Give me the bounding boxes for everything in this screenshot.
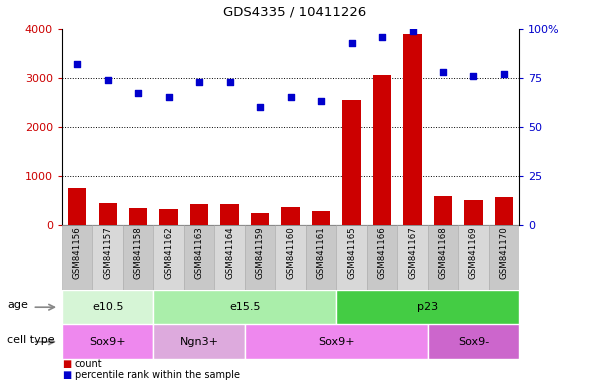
Bar <box>184 225 214 290</box>
Bar <box>153 225 184 290</box>
Bar <box>190 204 208 225</box>
Point <box>164 94 173 101</box>
Text: GSM841170: GSM841170 <box>500 227 509 279</box>
Text: age: age <box>7 300 28 310</box>
Point <box>469 73 478 79</box>
Text: cell type: cell type <box>7 335 55 345</box>
Text: GSM841163: GSM841163 <box>195 227 204 279</box>
Bar <box>336 225 367 290</box>
Bar <box>489 225 519 290</box>
Bar <box>245 225 276 290</box>
Text: ■: ■ <box>62 359 71 369</box>
Bar <box>428 324 519 359</box>
Bar <box>62 324 153 359</box>
Point <box>73 61 82 67</box>
Point <box>438 69 448 75</box>
Bar <box>281 207 300 225</box>
Bar <box>245 324 428 359</box>
Bar <box>221 204 239 225</box>
Text: GSM841165: GSM841165 <box>347 227 356 279</box>
Bar <box>306 225 336 290</box>
Point <box>103 77 112 83</box>
Point <box>133 90 143 96</box>
Text: Sox9+: Sox9+ <box>89 337 126 347</box>
Bar <box>159 209 178 225</box>
Bar <box>62 225 93 290</box>
Text: GSM841161: GSM841161 <box>317 227 326 279</box>
Bar <box>397 225 428 290</box>
Point <box>347 40 356 46</box>
Text: GSM841162: GSM841162 <box>164 227 173 279</box>
Text: p23: p23 <box>417 302 438 312</box>
Bar <box>434 196 452 225</box>
Point <box>499 71 509 77</box>
Point <box>316 98 326 104</box>
Bar <box>214 225 245 290</box>
Point <box>408 28 417 34</box>
Bar <box>464 200 483 225</box>
Text: GSM841159: GSM841159 <box>255 227 264 279</box>
Text: count: count <box>75 359 103 369</box>
Bar <box>404 34 422 225</box>
Bar <box>342 100 360 225</box>
Point <box>378 33 387 40</box>
Bar <box>495 197 513 225</box>
Text: Sox9+: Sox9+ <box>318 337 355 347</box>
Point <box>286 94 296 101</box>
Text: GSM841167: GSM841167 <box>408 227 417 279</box>
Bar <box>62 290 153 324</box>
Bar <box>367 225 397 290</box>
Point <box>194 79 204 85</box>
Bar <box>373 75 391 225</box>
Bar <box>312 211 330 225</box>
Text: ■: ■ <box>62 370 71 380</box>
Text: Ngn3+: Ngn3+ <box>179 337 219 347</box>
Bar <box>123 225 153 290</box>
Bar <box>251 214 269 225</box>
Text: GSM841160: GSM841160 <box>286 227 295 279</box>
Bar <box>153 290 336 324</box>
Bar <box>129 208 148 225</box>
Text: GSM841157: GSM841157 <box>103 227 112 279</box>
Text: GSM841158: GSM841158 <box>134 227 143 279</box>
Bar <box>336 290 519 324</box>
Bar <box>68 188 86 225</box>
Point <box>255 104 265 110</box>
Text: Sox9-: Sox9- <box>458 337 489 347</box>
Point <box>225 79 234 85</box>
Bar <box>153 324 245 359</box>
Bar <box>458 225 489 290</box>
Text: percentile rank within the sample: percentile rank within the sample <box>75 370 240 380</box>
Text: GSM841164: GSM841164 <box>225 227 234 279</box>
Text: GSM841166: GSM841166 <box>378 227 386 279</box>
Bar <box>276 225 306 290</box>
Bar <box>99 203 117 225</box>
Bar <box>428 225 458 290</box>
Text: GSM841169: GSM841169 <box>469 227 478 279</box>
Text: GDS4335 / 10411226: GDS4335 / 10411226 <box>224 6 366 19</box>
Text: e15.5: e15.5 <box>229 302 261 312</box>
Text: e10.5: e10.5 <box>92 302 123 312</box>
Text: GSM841168: GSM841168 <box>438 227 447 279</box>
Text: GSM841156: GSM841156 <box>73 227 81 279</box>
Bar <box>93 225 123 290</box>
